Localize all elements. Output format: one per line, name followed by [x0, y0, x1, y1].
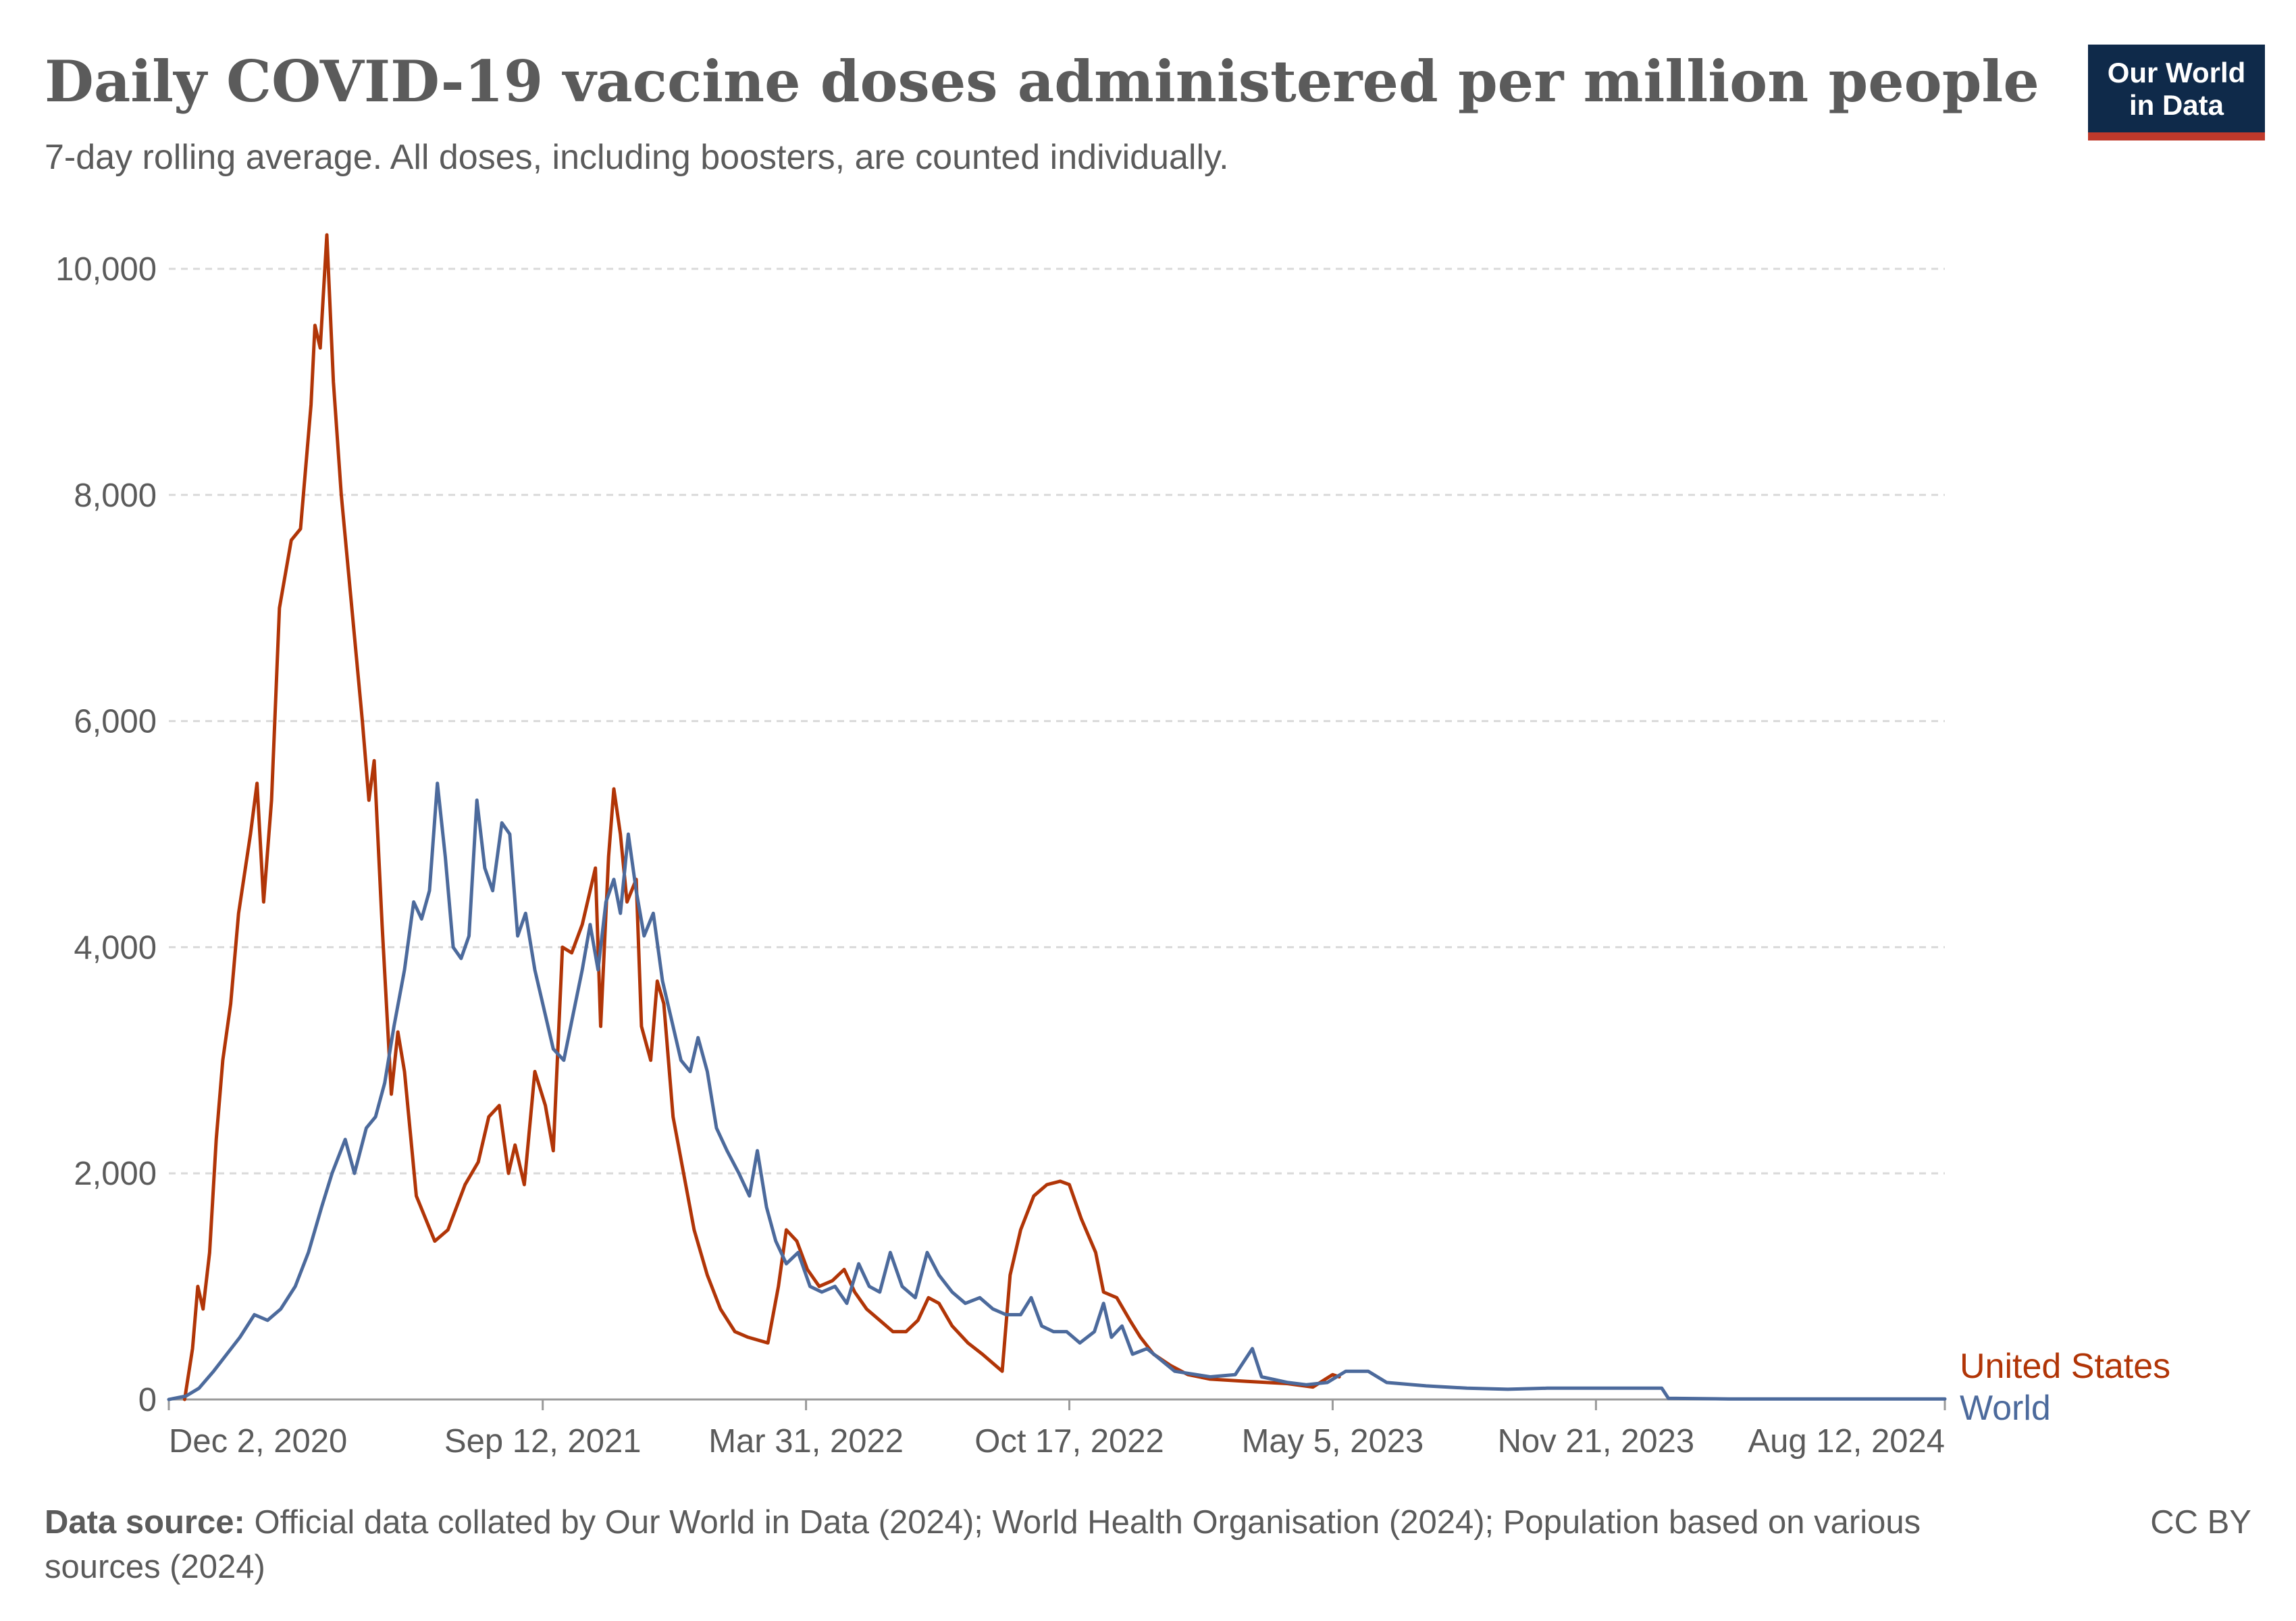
x-tick-label: Dec 2, 2020 — [169, 1423, 347, 1460]
x-axis: Dec 2, 2020 Sep 12, 2021 Mar 31, 2022 Oct 1… — [167, 1398, 1946, 1460]
series-line-united-states — [182, 233, 1341, 1401]
logo-line-2: in Data — [2129, 89, 2224, 121]
x-tick-label: Nov 21, 2023 — [1498, 1423, 1695, 1460]
logo-background — [2088, 45, 2265, 136]
y-axis-ticks: 0 2,000 4,000 6,000 8,000 10,000 — [55, 251, 157, 1418]
source-label: Data source: — [45, 1504, 245, 1541]
y-tick-label: 10,000 — [55, 251, 157, 288]
series-lines — [167, 233, 1947, 1401]
license-link[interactable]: CC BY — [2150, 1504, 2251, 1541]
logo-accent-bar — [2088, 132, 2265, 140]
x-tick-label: Sep 12, 2021 — [444, 1423, 642, 1460]
series-label-united-states: United States — [1960, 1347, 2170, 1386]
x-tick-label: Aug 12, 2024 — [1748, 1423, 1945, 1460]
x-tick-label: May 5, 2023 — [1242, 1423, 1424, 1460]
y-tick-label: 8,000 — [74, 478, 157, 514]
chart-subtitle: 7-day rolling average. All doses, includ… — [45, 138, 1229, 177]
y-tick-label: 2,000 — [74, 1156, 157, 1192]
logo-line-1: Our World — [2108, 57, 2246, 88]
owid-logo[interactable]: Our World in Data — [2088, 45, 2265, 140]
series-line-world — [167, 781, 1947, 1401]
source-text: Data source: Official data collated by O… — [45, 1504, 1921, 1541]
y-tick-label: 4,000 — [74, 929, 157, 966]
chart-title: Daily COVID-19 vaccine doses administere… — [45, 48, 2039, 115]
y-gridlines — [169, 267, 1945, 1175]
x-tick-label: Mar 31, 2022 — [708, 1423, 904, 1460]
y-tick-label: 0 — [138, 1382, 157, 1418]
source-line-2: sources (2024) — [45, 1549, 265, 1585]
series-label-world: World — [1960, 1389, 2051, 1428]
x-tick-label: Oct 17, 2022 — [974, 1423, 1164, 1460]
source-line-1: Official data collated by Our World in D… — [254, 1504, 1921, 1541]
y-tick-label: 6,000 — [74, 704, 157, 740]
